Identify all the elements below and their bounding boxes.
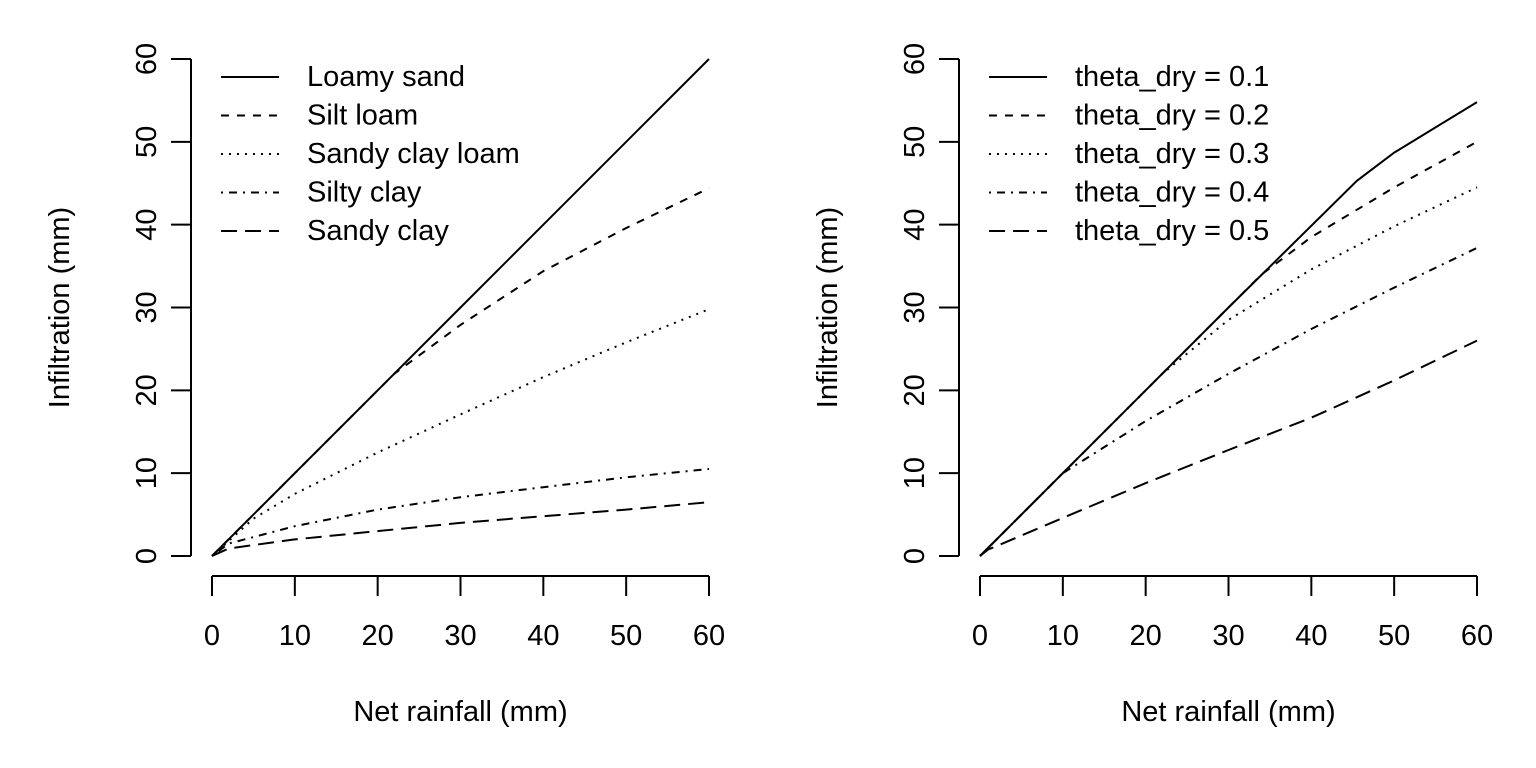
series-line-1 <box>211 58 710 557</box>
x-tick-label: 0 <box>972 620 988 652</box>
series-line-4 <box>979 246 1478 557</box>
x-tick-label: 30 <box>1212 620 1244 652</box>
x-tick-label: 0 <box>204 620 220 652</box>
x-tick-label: 20 <box>1130 620 1162 652</box>
y-tick-label: 0 <box>131 548 163 564</box>
series-line-3 <box>211 308 710 557</box>
x-tick-label: 10 <box>279 620 311 652</box>
legend-label-4: theta_dry = 0.4 <box>1075 177 1269 209</box>
series-line-2 <box>211 187 710 557</box>
x-tick-label: 60 <box>1461 620 1493 652</box>
y-tick-label: 40 <box>131 209 163 241</box>
legend: theta_dry = 0.1 theta_dry = 0.2 theta_dry … <box>989 61 1269 247</box>
legend-label-5: Sandy clay <box>307 215 449 247</box>
x-tick-label: 40 <box>527 620 559 652</box>
y-axis-title: Infiltration (mm) <box>44 207 76 408</box>
series-line-1 <box>979 101 1478 557</box>
x-tick-label: 10 <box>1047 620 1079 652</box>
y-tick-label: 50 <box>899 126 931 158</box>
y-tick-label: 50 <box>131 126 163 158</box>
y-tick-label: 60 <box>899 43 931 75</box>
y-axis-title: Infiltration (mm) <box>812 207 844 408</box>
y-tick-label: 60 <box>131 43 163 75</box>
series-line-3 <box>979 186 1478 557</box>
y-tick-label: 30 <box>131 291 163 323</box>
legend: Loamy sand Silt loam Sandy clay loam Silty … <box>221 61 520 247</box>
legend-label-5: theta_dry = 0.5 <box>1075 215 1269 247</box>
y-tick-label: 30 <box>899 291 931 323</box>
chart-panel-1: 0 10 20 30 40 50 60 0 10 20 30 40 50 60 Net rainfall (… <box>44 43 725 728</box>
legend-label-3: theta_dry = 0.3 <box>1075 138 1269 170</box>
series-line-5 <box>979 339 1478 557</box>
x-tick-label: 30 <box>444 620 476 652</box>
legend-label-2: Silt loam <box>307 100 418 132</box>
x-tick-label: 50 <box>610 620 642 652</box>
y-tick-label: 0 <box>899 548 931 564</box>
legend-label-1: Loamy sand <box>307 61 465 93</box>
chart-panel-2: 0 10 20 30 40 50 60 0 10 20 30 40 50 60 Net rainfall (… <box>812 43 1493 728</box>
x-axis-title: Net rainfall (mm) <box>1121 696 1335 728</box>
x-tick-label: 20 <box>362 620 394 652</box>
series-line-5 <box>211 501 710 557</box>
legend-label-1: theta_dry = 0.1 <box>1075 61 1269 93</box>
y-tick-label: 20 <box>899 374 931 406</box>
legend-label-4: Silty clay <box>307 177 422 209</box>
y-tick-label: 10 <box>899 457 931 489</box>
y-tick-label: 40 <box>899 209 931 241</box>
legend-label-2: theta_dry = 0.2 <box>1075 100 1269 132</box>
series-line-4 <box>211 468 710 557</box>
legend-label-3: Sandy clay loam <box>307 138 520 170</box>
y-tick-label: 10 <box>131 457 163 489</box>
x-tick-label: 60 <box>693 620 725 652</box>
x-axis-title: Net rainfall (mm) <box>353 696 567 728</box>
x-tick-label: 40 <box>1295 620 1327 652</box>
y-tick-label: 20 <box>131 374 163 406</box>
x-tick-label: 50 <box>1378 620 1410 652</box>
series-line-2 <box>979 140 1478 557</box>
